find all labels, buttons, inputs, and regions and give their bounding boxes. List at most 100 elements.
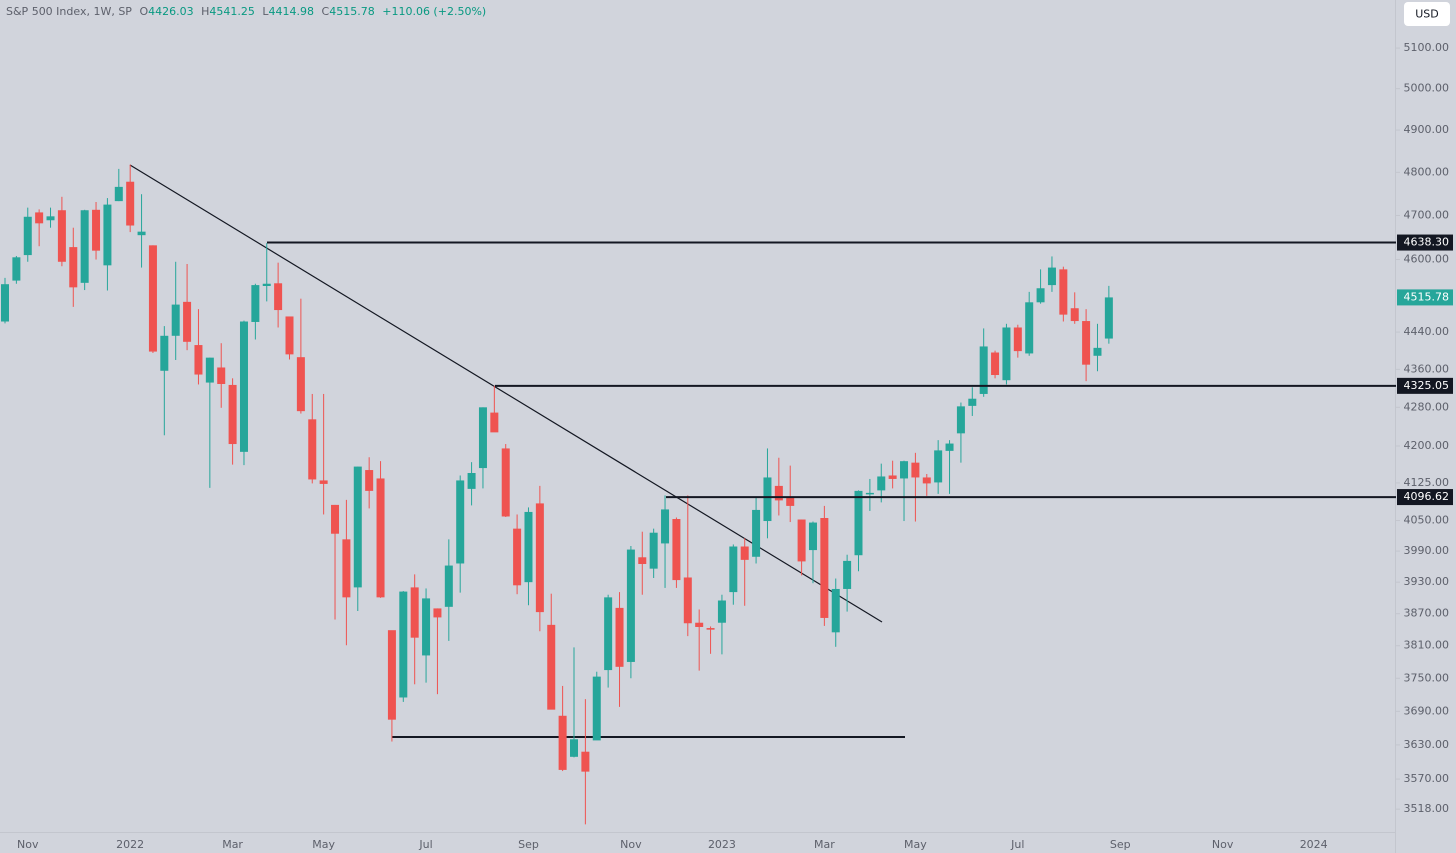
candle-body — [752, 509, 761, 557]
candle-body — [217, 367, 226, 384]
y-tick-label: 4360.00 — [1404, 362, 1450, 375]
candle-body — [979, 346, 988, 394]
candle-body — [1025, 302, 1034, 354]
l-value: 4414.98 — [269, 5, 315, 18]
candle-body — [1082, 321, 1091, 365]
currency-label[interactable]: USD — [1415, 8, 1439, 21]
candle-body — [934, 450, 943, 483]
candle-body — [228, 384, 237, 445]
candle-body — [683, 577, 692, 624]
candle-body — [353, 466, 362, 588]
candle-body — [547, 624, 556, 710]
symbol: S&P 500 Index, 1W, SP — [6, 5, 132, 18]
candle-body — [626, 549, 635, 662]
candle-body — [513, 528, 522, 586]
last-price-label: 4515.78 — [1404, 290, 1450, 303]
y-tick-label: 3870.00 — [1404, 607, 1450, 620]
candle-body — [478, 407, 487, 469]
y-tick-label: 4440.00 — [1404, 325, 1450, 338]
candle-body — [695, 622, 704, 627]
level-label: 4325.05 — [1404, 379, 1450, 392]
candle-body — [444, 565, 453, 607]
candle-body — [854, 490, 863, 556]
candle-body — [80, 210, 89, 283]
candle-body — [900, 461, 909, 479]
candle-body — [888, 475, 897, 479]
candle-body — [331, 504, 340, 534]
y-tick-label: 3518.00 — [1404, 802, 1450, 815]
candle-body — [501, 448, 510, 517]
y-tick-label: 3750.00 — [1404, 671, 1450, 684]
candle-body — [1, 284, 9, 322]
candle-body — [490, 412, 499, 433]
y-tick-label: 5100.00 — [1404, 41, 1450, 54]
x-tick-label: Jul — [418, 838, 432, 851]
candle-body — [786, 496, 795, 506]
x-tick-label: Nov — [17, 838, 39, 851]
candle-body — [422, 598, 431, 656]
candle-body — [570, 739, 578, 757]
currency-button[interactable] — [1404, 2, 1450, 26]
x-tick-label: Sep — [1110, 838, 1131, 851]
candle-body — [820, 517, 829, 618]
candle-body — [308, 419, 317, 480]
candle-body — [274, 283, 283, 311]
level-label: 4096.62 — [1404, 490, 1450, 503]
candle-body — [296, 357, 305, 412]
candle-body — [433, 608, 442, 618]
candle-body — [194, 345, 203, 375]
candle-body — [456, 480, 465, 564]
candle-body — [160, 335, 169, 371]
y-tick-label: 4900.00 — [1404, 123, 1450, 136]
o-key: O — [139, 5, 148, 18]
candle-body — [763, 477, 772, 522]
candle-body — [467, 473, 476, 489]
y-tick-label: 3930.00 — [1404, 575, 1450, 588]
h-key: H — [201, 5, 209, 18]
candle-body — [558, 715, 567, 770]
level-tag — [1397, 377, 1453, 394]
y-tick-label: 3990.00 — [1404, 544, 1450, 557]
candle-body — [148, 245, 157, 352]
candle-body — [638, 557, 647, 564]
candle-body — [831, 588, 840, 633]
c-value: 4515.78 — [329, 5, 375, 18]
candle-body — [251, 285, 260, 322]
last-price-tag — [1397, 289, 1453, 306]
candle-body — [1036, 288, 1045, 303]
x-tick-label: Jul — [1010, 838, 1024, 851]
y-tick-label: 3690.00 — [1404, 704, 1450, 717]
candle-body — [12, 257, 21, 281]
o-value: 4426.03 — [148, 5, 194, 18]
candle-body — [706, 628, 715, 630]
level-tag — [1397, 489, 1453, 506]
candle-body — [171, 304, 180, 336]
candle-body — [615, 607, 624, 667]
legend: S&P 500 Index, 1W, SP O4426.03 H4541.25 … — [6, 5, 486, 18]
candle-body — [46, 216, 55, 221]
candle-body — [649, 532, 658, 569]
candle-body — [92, 209, 101, 251]
candle-body — [717, 600, 726, 623]
candle-body — [103, 204, 112, 266]
candle-body — [774, 485, 783, 501]
candle-body — [262, 283, 271, 286]
candle-body — [592, 676, 601, 741]
level-tag — [1397, 234, 1453, 251]
candle-body — [183, 301, 192, 342]
candle-body — [1059, 269, 1068, 315]
y-tick-label: 3570.00 — [1404, 772, 1450, 785]
candle-body — [729, 546, 738, 593]
x-tick-label: May — [312, 838, 335, 851]
y-tick-label: 3810.00 — [1404, 639, 1450, 652]
y-tick-label: 4125.00 — [1404, 476, 1450, 489]
candle-body — [581, 751, 590, 772]
candle-body — [968, 398, 977, 406]
candle-body — [387, 630, 396, 720]
h-value: 4541.25 — [209, 5, 255, 18]
candle-body — [1070, 308, 1079, 322]
candle-body — [911, 462, 920, 478]
candle-body — [865, 492, 874, 495]
candle-body — [205, 357, 214, 383]
